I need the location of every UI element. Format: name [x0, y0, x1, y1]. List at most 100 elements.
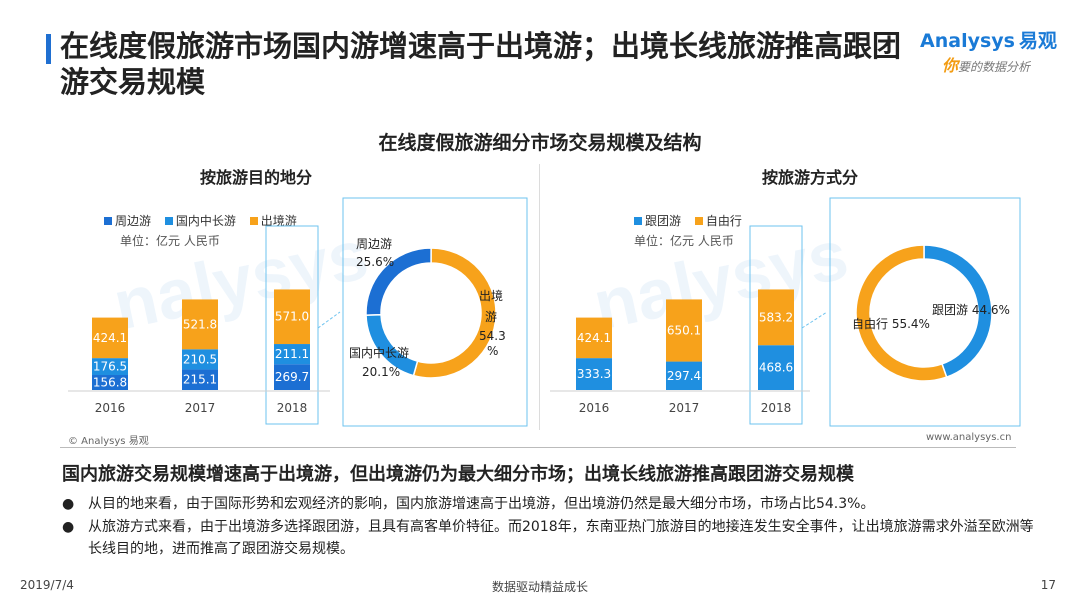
donut-slice — [365, 313, 419, 377]
legend-item: 自由行 — [694, 214, 742, 228]
bullet-text: 从目的地来看，由于国际形势和宏观经济的影响，国内旅游增速高于出境游，但出境游仍然… — [88, 496, 875, 512]
right-donut-chart — [855, 244, 993, 382]
bar-segment — [666, 361, 702, 390]
footer-slogan: 数据驱动精益成长 — [491, 580, 588, 594]
bar-segment — [182, 299, 218, 350]
bar-value-label: 650.1 — [667, 323, 701, 337]
bar-value-label: 583.2 — [759, 310, 793, 324]
left-panel-title: 按旅游目的地分 — [200, 168, 313, 187]
bar-value-label: 424.1 — [93, 331, 127, 345]
footer-date: 2019/7/4 — [20, 578, 74, 592]
donut-label-gn-pct: 20.1% — [362, 365, 400, 379]
x-tick-label: 2016 — [95, 401, 126, 415]
connector-arrow — [317, 311, 341, 329]
page-number: 17 — [1040, 578, 1056, 592]
legend-swatch — [164, 217, 173, 225]
bar-segment — [576, 317, 612, 359]
title-accent-bar — [46, 34, 51, 64]
donut-slice — [412, 247, 497, 379]
logo-tagline-rest: 要的数据分析 — [958, 60, 1031, 74]
source-note: © Analysys 易观 — [68, 436, 149, 447]
bar-segment — [182, 349, 218, 370]
bar-segment — [274, 364, 310, 390]
legend-item: 出境游 — [249, 214, 297, 228]
donut-label-cjy-pct-2: % — [487, 344, 498, 358]
legend-swatch — [249, 217, 258, 225]
bullet-text: 从旅游方式来看，由于出境游多选择跟团游，且具有高客单价特征。而2018年，东南亚… — [88, 519, 1034, 557]
right-bar-chart: 333.3 424.1 2016 297.4 650.1 2017 468.6 583.2 20… — [576, 289, 794, 415]
x-tick-label: 2017 — [185, 401, 216, 415]
bullet-dot: ● — [62, 496, 75, 512]
panel-divider — [539, 164, 540, 430]
website-link[interactable]: www.analysys.cn — [926, 432, 1012, 443]
bar-value-label: 424.1 — [577, 331, 611, 345]
right-panel-title: 按旅游方式分 — [762, 168, 859, 187]
bar-segment — [92, 358, 128, 376]
bar-value-label: 297.4 — [667, 369, 701, 383]
bar-segment — [92, 317, 128, 359]
highlight-box-left-2018 — [265, 225, 319, 425]
legend-item: 跟团游 — [634, 214, 681, 228]
donut-label-cjy-name-2: 游 — [485, 310, 497, 324]
bar-segment — [576, 358, 612, 390]
bar-value-label: 210.5 — [183, 352, 217, 366]
bar-segment — [666, 299, 702, 362]
right-unit-label: 单位：亿元 人民币 — [634, 234, 734, 248]
section-divider — [60, 447, 1016, 448]
legend-swatch — [634, 217, 642, 225]
left-legend: 周边游 国内中长游 出境游 — [104, 212, 307, 229]
bar-segment — [758, 289, 794, 346]
logo-prefix: A — [920, 30, 935, 52]
legend-item: 周边游 — [104, 214, 151, 228]
donut-label-zby-pct: 25.6% — [356, 255, 394, 269]
bar-value-label: 176.5 — [93, 360, 127, 374]
bar-value-label: 571.0 — [275, 310, 309, 324]
logo-tagline-first: 你 — [942, 56, 959, 75]
left-donut-chart — [365, 247, 497, 379]
charts-canvas: nalysys nalysys 156.8 176.5 424.1 2016 215.1… — [68, 197, 1021, 427]
bar-segment — [182, 369, 218, 390]
x-tick-label: 2018 — [277, 401, 308, 415]
x-tick-label: 2017 — [669, 401, 700, 415]
bar-segment — [274, 344, 310, 365]
x-tick-label: 2018 — [761, 401, 792, 415]
bar-value-label: 468.6 — [759, 361, 793, 375]
svg-text:nalysys: nalysys — [587, 215, 854, 345]
summary-title: 国内旅游交易规模增速高于出境游，但出境游仍为最大细分市场；出境长线旅游推高跟团游… — [62, 464, 854, 485]
donut-label-gty: 跟团游 44.6% — [932, 303, 1010, 317]
right-legend: 跟团游 自由行 — [634, 212, 752, 229]
legend-item: 国内中长游 — [164, 214, 236, 228]
page-title: 在线度假旅游市场国内游增速高于出境游；出境长线旅游推高跟团游交易规模 — [60, 29, 902, 99]
bar-segment — [274, 289, 310, 345]
donut-frame-right — [829, 197, 1021, 427]
bar-segment — [92, 375, 128, 390]
donut-label-zyx: 自由行 55.4% — [852, 317, 930, 331]
bar-value-label: 215.1 — [183, 373, 217, 387]
donut-slice — [855, 244, 948, 382]
logo-tagline: 你要的数据分析 — [942, 52, 1030, 76]
bullet-dot: ● — [62, 519, 75, 535]
bar-segment — [758, 345, 794, 390]
donut-label-cjy-pct: 54.3 — [479, 329, 506, 343]
legend-swatch — [694, 217, 703, 225]
legend-swatch — [104, 217, 112, 225]
bar-value-label: 333.3 — [577, 367, 611, 381]
left-unit-label: 单位：亿元 人民币 — [120, 234, 220, 248]
bar-value-label: 156.8 — [93, 376, 127, 390]
highlight-box-right-2018 — [749, 225, 803, 425]
donut-frame-left — [342, 197, 528, 427]
main-chart-title: 在线度假旅游细分市场交易规模及结构 — [378, 132, 702, 154]
bar-value-label: 269.7 — [275, 370, 309, 384]
donut-label-cjy-name: 出境 — [479, 288, 503, 303]
x-tick-label: 2016 — [579, 401, 610, 415]
bar-value-label: 521.8 — [183, 317, 217, 331]
analysys-logo: Analysys 易观 你要的数据分析 — [920, 26, 1060, 76]
logo-name: nalysys — [934, 30, 1015, 52]
left-bar-chart: 156.8 176.5 424.1 2016 215.1 210.5 521.8 2017 26… — [92, 289, 310, 415]
logo-wordmark: Analysys 易观 — [920, 26, 1057, 53]
svg-text:nalysys: nalysys — [107, 215, 374, 345]
connector-arrow — [801, 311, 828, 329]
bar-value-label: 211.1 — [275, 347, 309, 361]
logo-cn: 易观 — [1018, 30, 1057, 52]
donut-label-zby-name: 周边游 — [356, 237, 392, 251]
